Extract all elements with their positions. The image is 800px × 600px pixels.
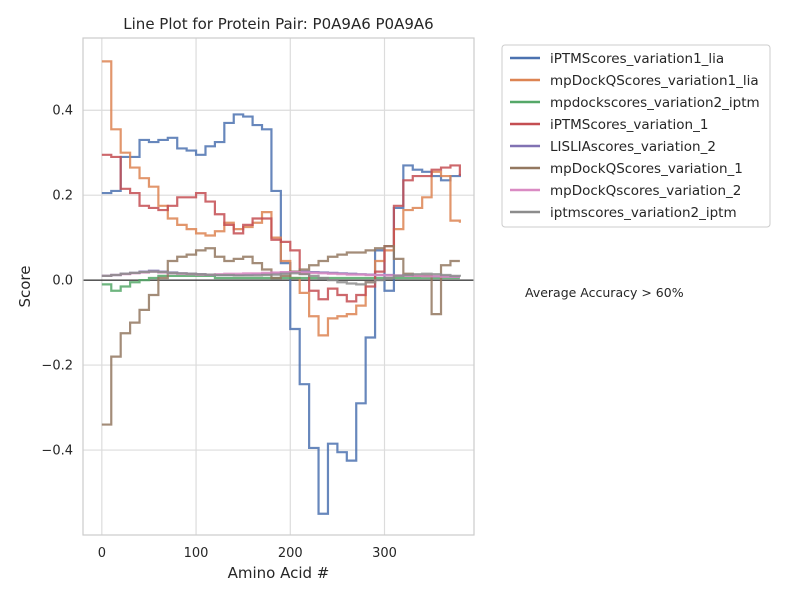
y-tick-label: 0.0 (52, 274, 73, 289)
legend-box (501, 44, 771, 228)
series-line (101, 60, 461, 337)
y-tick-label: 0.2 (52, 189, 73, 204)
legend-label: mpDockQscores_variation_2 (550, 183, 741, 199)
series-line (101, 245, 460, 426)
x-tick-label: 100 (184, 546, 209, 561)
y-tick-label: −0.2 (41, 359, 73, 374)
legend-label: mpdockscores_variation2_iptm (550, 95, 760, 111)
plot-frame (82, 37, 475, 536)
y-tick-label: −0.4 (41, 444, 73, 459)
chart-title: Line Plot for Protein Pair: P0A9A6 P0A9A… (123, 15, 433, 33)
legend: iPTMScores_variation1_lia mpDockQScores_v… (501, 44, 771, 228)
y-axis-label: Score (16, 265, 34, 307)
annotation-text: Average Accuracy > 60% (525, 285, 684, 300)
grid-lines (83, 38, 474, 535)
series-line (101, 113, 461, 515)
x-axis-ticks: 0 100 200 300 (98, 546, 397, 561)
x-tick-label: 200 (278, 546, 303, 561)
legend-label: LISLIAscores_variation_2 (550, 139, 716, 155)
legend-label: iptmscores_variation2_iptm (550, 205, 737, 221)
legend-label: mpDockQScores_variation_1 (550, 161, 743, 177)
legend-label: iPTMScores_variation1_lia (550, 51, 724, 67)
y-axis-ticks: −0.4 −0.2 0.0 0.2 0.4 (41, 104, 73, 459)
legend-label: mpDockQScores_variation1_lia (550, 73, 759, 89)
y-tick-label: 0.4 (52, 104, 73, 119)
series-line (101, 270, 461, 286)
legend-label: iPTMScores_variation_1 (550, 117, 708, 133)
x-tick-label: 300 (372, 546, 397, 561)
series-line (101, 153, 461, 303)
x-tick-label: 0 (98, 546, 106, 561)
series-layer (101, 60, 461, 515)
x-axis-label: Amino Acid # (228, 564, 330, 582)
